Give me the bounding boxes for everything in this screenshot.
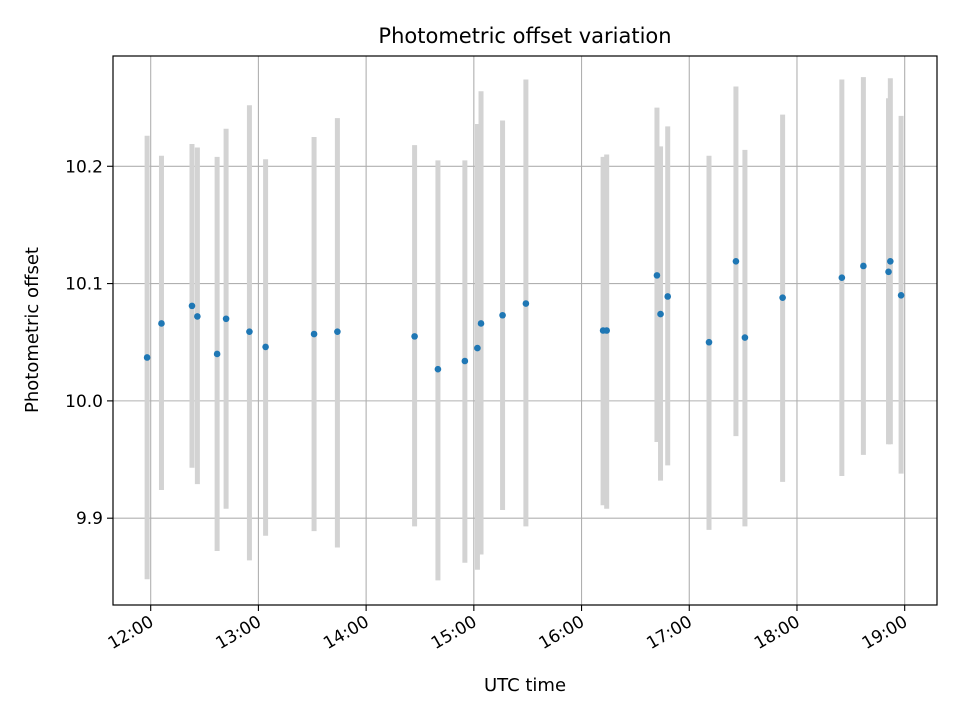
y-tick-label: 10.0	[65, 392, 103, 412]
data-point	[310, 330, 318, 338]
data-points	[143, 257, 905, 373]
data-point	[779, 294, 786, 301]
data-point	[705, 338, 713, 346]
data-point	[477, 320, 485, 327]
y-axis-label: Photometric offset	[22, 247, 43, 413]
data-point	[885, 268, 892, 276]
chart-title: Photometric offset variation	[378, 24, 671, 48]
data-point	[741, 334, 749, 341]
data-point	[664, 293, 672, 300]
data-point	[860, 262, 867, 270]
data-point	[887, 257, 894, 265]
data-point	[222, 315, 230, 323]
data-point	[522, 300, 530, 307]
data-point	[474, 344, 481, 352]
y-tick-label: 10.1	[65, 275, 103, 295]
data-point	[499, 311, 506, 319]
data-point	[411, 333, 418, 340]
data-point	[838, 274, 846, 282]
x-axis-label: UTC time	[484, 675, 566, 696]
data-point	[657, 310, 664, 318]
data-point	[461, 357, 469, 365]
y-tick-label: 9.9	[76, 509, 103, 529]
data-point	[246, 328, 253, 335]
plot-area-frame	[112, 55, 938, 606]
data-point	[188, 302, 196, 310]
data-point	[213, 350, 221, 358]
data-point	[603, 327, 610, 334]
y-tick-label: 10.2	[65, 157, 103, 177]
data-point	[732, 257, 740, 265]
data-point	[194, 313, 201, 320]
data-point	[897, 292, 905, 299]
data-point	[434, 365, 442, 373]
data-point	[334, 328, 341, 335]
data-point	[143, 354, 151, 361]
y-axis-ticks: 9.9 10.0 10.1 10.2	[65, 157, 113, 529]
data-point	[158, 320, 165, 327]
data-point	[653, 272, 661, 279]
data-point	[262, 343, 269, 351]
